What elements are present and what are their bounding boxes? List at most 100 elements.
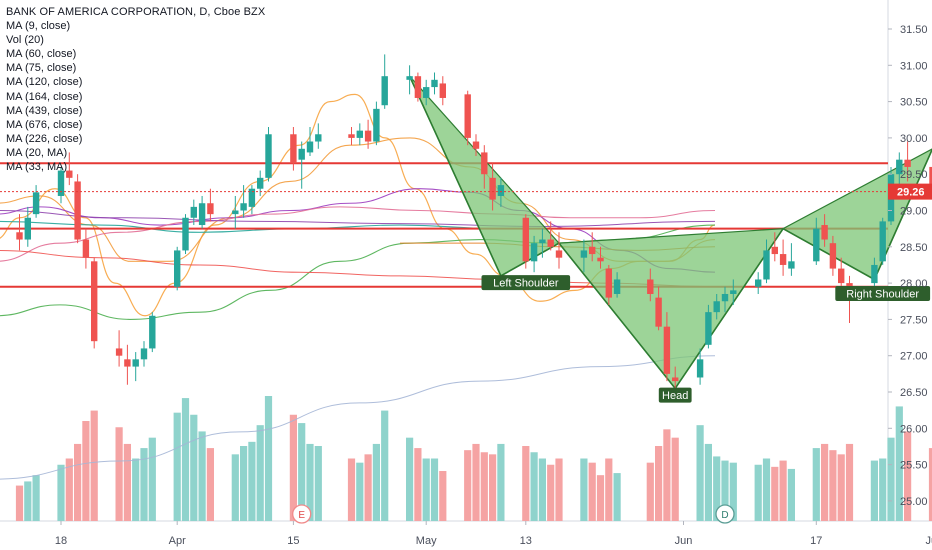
pattern-label-text: Head	[662, 390, 688, 402]
price-tick-label: 31.50	[900, 24, 928, 36]
volume-bar	[547, 464, 555, 521]
volume-bar	[231, 454, 239, 521]
volume-bar	[480, 452, 488, 521]
volume-bar	[306, 443, 314, 521]
time-tick-label: 18	[55, 535, 67, 547]
volume-bar	[123, 443, 131, 521]
volume-bar	[671, 437, 679, 521]
candle-body	[705, 312, 712, 345]
candle-body	[232, 210, 239, 215]
candle-body	[871, 264, 878, 284]
time-tick-label: May	[416, 535, 437, 547]
candle-body	[730, 290, 737, 294]
volume-bar	[206, 448, 214, 521]
candle-body	[240, 203, 247, 211]
candle-body	[190, 206, 197, 218]
legend-item[interactable]: MA (439, close)	[6, 104, 83, 117]
volume-bar	[588, 462, 596, 521]
candle-body	[779, 254, 787, 265]
time-tick-label: Jun	[675, 535, 693, 547]
candle-body	[481, 152, 488, 175]
volume-bar	[596, 475, 605, 521]
event-markers[interactable]: EDE	[292, 504, 932, 524]
volume-bar	[655, 446, 663, 521]
volume-bar	[406, 437, 414, 521]
candle-body	[464, 94, 471, 138]
volume-bar	[181, 398, 190, 521]
legend-item[interactable]: MA (676, close)	[6, 118, 83, 131]
candle-body	[24, 217, 31, 240]
ma-676-line	[0, 210, 716, 227]
legend-item[interactable]: MA (9, close)	[6, 20, 71, 33]
volume-bar	[928, 448, 932, 521]
volume-bar	[57, 464, 65, 521]
candle-body	[647, 279, 654, 294]
volume-bar	[140, 448, 148, 521]
volume-bar	[713, 456, 721, 521]
candle-body	[406, 76, 413, 80]
candle-body	[771, 246, 778, 255]
volume-bar	[356, 462, 364, 521]
legend-item[interactable]: Vol (20)	[6, 34, 44, 47]
candle-body	[522, 217, 529, 262]
earnings-marker	[292, 504, 312, 524]
candle-body	[755, 279, 762, 287]
volume-bar	[605, 458, 613, 521]
volume-bar	[472, 443, 480, 521]
candle-body	[497, 185, 505, 196]
candle-body	[489, 177, 496, 200]
candle-body	[439, 83, 446, 98]
candle-body	[91, 261, 98, 342]
dividend-marker	[715, 504, 735, 524]
candle-body	[597, 257, 604, 262]
volume-bar	[696, 425, 704, 521]
price-tick-label: 31.00	[900, 60, 928, 72]
volume-bar	[173, 412, 181, 521]
volume-bar	[613, 473, 621, 521]
volume-bar	[314, 446, 322, 521]
volume-bar	[779, 460, 787, 521]
legend-item[interactable]: MA (75, close)	[6, 62, 77, 75]
volume-bar	[148, 437, 156, 521]
legend-item[interactable]: MA (20, MA)	[6, 146, 68, 159]
candle-body	[431, 79, 438, 88]
legend-item[interactable]: MA (226, close)	[6, 132, 83, 145]
head-shoulders-pattern[interactable]	[408, 75, 932, 390]
volume-bar	[704, 443, 712, 521]
price-tick-label: 27.50	[900, 314, 928, 326]
volume-bar	[248, 441, 256, 521]
legend-item[interactable]: MA (120, close)	[6, 76, 83, 89]
pattern-label-box	[658, 387, 692, 403]
volume-bar	[879, 458, 887, 521]
volume-bar	[430, 458, 439, 521]
volume-bar	[298, 423, 306, 521]
candle-body	[381, 76, 388, 106]
candle-body	[896, 159, 903, 175]
candle-body	[32, 192, 40, 215]
legend-item[interactable]: MA (33, MA)	[6, 161, 68, 174]
legend-item[interactable]: MA (60, close)	[6, 48, 77, 61]
candle-body	[174, 250, 181, 287]
volume-bar	[198, 431, 206, 521]
candle-body	[838, 268, 845, 284]
ma-226-line	[0, 249, 716, 288]
time-axis[interactable]: 18Apr15May13Jun17Jul15Aug	[55, 521, 932, 547]
time-tick-label: 15	[287, 535, 299, 547]
volume-bar	[754, 464, 762, 521]
candle-body	[580, 250, 588, 258]
volume-bar	[530, 452, 538, 521]
candle-body	[207, 203, 214, 215]
volume-bar	[256, 425, 264, 521]
candle-body	[140, 348, 148, 360]
volume-bar	[812, 448, 820, 521]
volume-bar	[787, 468, 795, 521]
candle-body	[472, 141, 480, 149]
candle-body	[66, 170, 73, 178]
candle-body	[132, 359, 139, 367]
current-price-label: 29.26	[897, 187, 925, 199]
price-axis[interactable]: 31.50 31.00 30.50 30.00 29.50 29.00 28.50 28.00…	[0, 24, 932, 508]
legend-item[interactable]: MA (164, close)	[6, 90, 83, 103]
volume-bar	[289, 414, 297, 521]
candle-body	[721, 293, 729, 302]
